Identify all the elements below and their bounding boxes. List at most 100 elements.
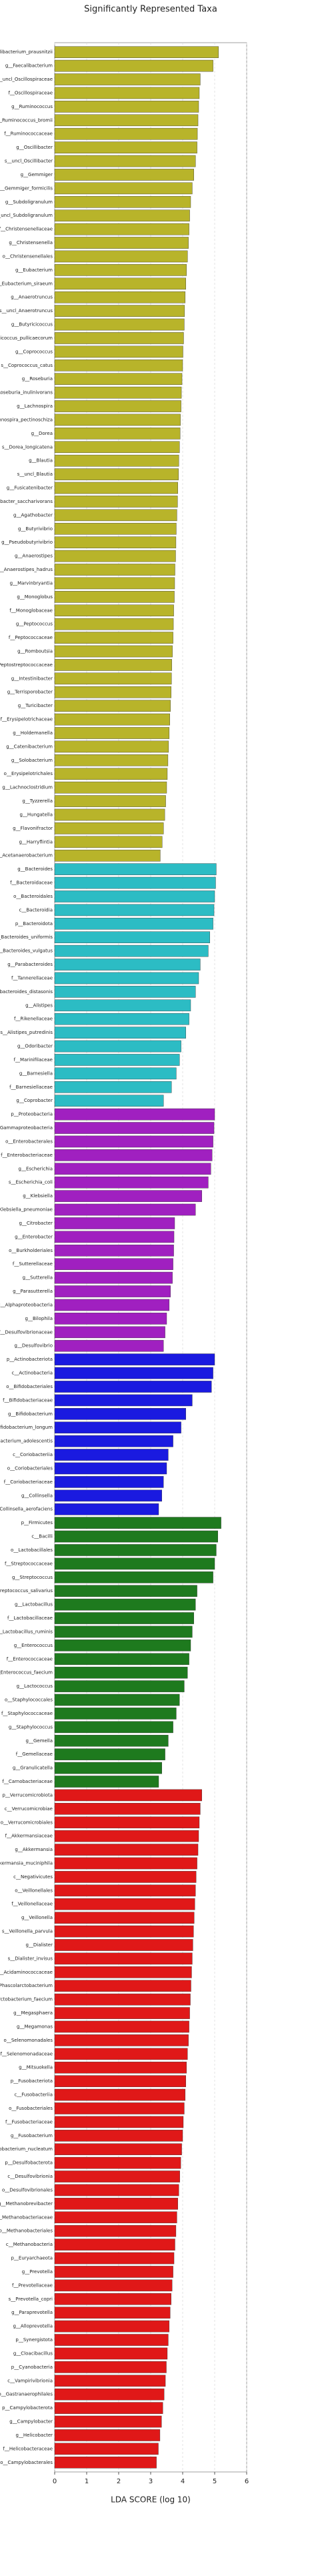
category-label: g__Gemmiger <box>21 172 53 177</box>
category-label: s__Fusicatenibacter_saccharivorans <box>0 499 53 504</box>
category-label: g__Granulicatella <box>13 1766 53 1771</box>
category-label: g__Holdemanella <box>13 730 53 736</box>
category-label: f__Streptococcaceae <box>5 1561 53 1566</box>
bar <box>54 1313 167 1325</box>
bar <box>54 1816 200 1829</box>
bar <box>54 836 163 848</box>
bar <box>54 700 171 712</box>
bar <box>54 2457 157 2469</box>
bar <box>54 1013 189 1025</box>
bar <box>54 1857 197 1870</box>
category-label: g__Oscillibacter <box>16 145 53 150</box>
category-label: g__Bifidobacterium <box>8 1411 53 1417</box>
bar <box>54 2320 170 2333</box>
category-label: g__Dialister <box>25 1942 53 1948</box>
bar <box>54 250 188 263</box>
bar <box>54 645 173 658</box>
category-label: g__Roseburia <box>22 376 53 382</box>
category-label: g__Enterobacter <box>15 1234 53 1239</box>
bar <box>54 468 179 480</box>
category-label: p__Actinobacteriota <box>7 1357 53 1362</box>
bar <box>54 509 177 522</box>
category-label: f__Desulfovibrionaceae <box>0 1329 53 1335</box>
bar <box>54 1612 195 1624</box>
category-label: s__Collinsella_aerofaciens <box>0 1507 53 1512</box>
bar <box>54 863 217 875</box>
bar <box>54 264 187 276</box>
category-label: s__Eubacterium_siraeum <box>0 281 53 286</box>
category-label: g__Ruminococcus <box>11 104 53 109</box>
category-label: o__Bifidobacteriales <box>6 1384 53 1389</box>
bar <box>54 1925 194 1938</box>
bar <box>54 182 193 195</box>
category-label: s__Enterococcus_faecium <box>0 1670 53 1676</box>
category-label: s__uncl_Oscillospiraceae <box>0 77 53 82</box>
category-label: s__Klebsiella_pneumoniae <box>0 1207 53 1213</box>
bar <box>54 1408 187 1420</box>
bar <box>54 346 183 358</box>
category-label: g__Terrisporobacter <box>7 690 53 695</box>
category-label: o__Veillonellales <box>15 1888 53 1893</box>
category-label: f__Erysipelotrichaceae <box>1 717 53 722</box>
category-label: f__Christensenellaceae <box>0 227 53 232</box>
bar <box>54 1884 196 1897</box>
bar <box>54 209 190 221</box>
bar <box>54 1898 195 1910</box>
category-label: s__Streptococcus_salivarius <box>0 1588 53 1593</box>
bar <box>54 1980 191 1992</box>
x-tick-label: 5 <box>213 2478 217 2485</box>
bar <box>54 1830 199 1842</box>
bar <box>54 795 166 807</box>
category-label: g__Escherichia <box>19 1166 53 1171</box>
bar <box>54 918 213 930</box>
bar <box>54 849 161 862</box>
category-label: g__Streptococcus <box>12 1575 53 1580</box>
category-label: o__Lactobacillales <box>11 1547 53 1553</box>
category-label: f__Peptococcaceae <box>9 635 53 640</box>
category-label: g__Coprococcus <box>15 349 53 354</box>
category-label: s__Anaerostipes_hadrus <box>0 567 53 572</box>
category-label: g__Acetanaerobacterium <box>0 853 53 858</box>
bar <box>54 2156 181 2169</box>
category-label: p__Cyanobacteria <box>11 2365 53 2370</box>
bar <box>54 169 195 181</box>
bar <box>54 2388 165 2401</box>
category-label: g__Alloprevotella <box>13 2324 53 2329</box>
category-label: g__Campylobacter <box>9 2419 53 2425</box>
category-label: g__Romboutsia <box>17 649 53 654</box>
category-label: s__Gemmiger_formicilis <box>0 185 53 191</box>
category-label: c__Coriobacteriia <box>13 1452 53 1457</box>
category-label: g__Barnesiella <box>19 1071 53 1076</box>
bar <box>54 400 181 412</box>
category-label: o__Bacteroidales <box>13 894 53 899</box>
bar <box>54 1503 159 1515</box>
category-label: g__Enterococcus <box>14 1643 53 1648</box>
bar <box>54 1054 180 1066</box>
category-label: g__Odoribacter <box>17 1044 53 1049</box>
category-label: f__Methanobacteriaceae <box>0 2214 53 2220</box>
category-label: f__Helicobacteraceae <box>3 2446 53 2451</box>
category-label: f__Bifidobacteriaceae <box>3 1397 53 1403</box>
bar <box>54 496 178 508</box>
bar <box>54 2061 187 2074</box>
category-label: f__Rikenellaceae <box>14 1017 53 1022</box>
category-label: f__Bacteroidaceae <box>10 880 53 886</box>
category-label: g__Hungatella <box>19 812 53 817</box>
category-label: g__Gemella <box>26 1738 53 1744</box>
category-label: f__Barnesiellaceae <box>9 1085 53 1090</box>
category-label: c__Vampirivibrionia <box>7 2378 53 2383</box>
bar <box>54 1776 159 1788</box>
category-label: g__Fusobacterium <box>11 2133 53 2138</box>
bar <box>54 2184 179 2196</box>
bar <box>54 1245 174 1257</box>
bar <box>54 618 174 630</box>
category-label: f__Marinifilaceae <box>14 1057 53 1063</box>
bar <box>54 1708 177 1720</box>
category-label: g__Fusicatenibacter <box>7 486 53 491</box>
bar <box>54 1544 217 1556</box>
category-label: g__Desulfovibrio <box>14 1343 53 1349</box>
bar <box>54 536 177 548</box>
category-label: s__uncl_Anaerotruncus <box>0 308 53 313</box>
category-label: g__Paraprevotella <box>11 2310 53 2315</box>
category-label: g__Collinsella <box>21 1493 53 1498</box>
